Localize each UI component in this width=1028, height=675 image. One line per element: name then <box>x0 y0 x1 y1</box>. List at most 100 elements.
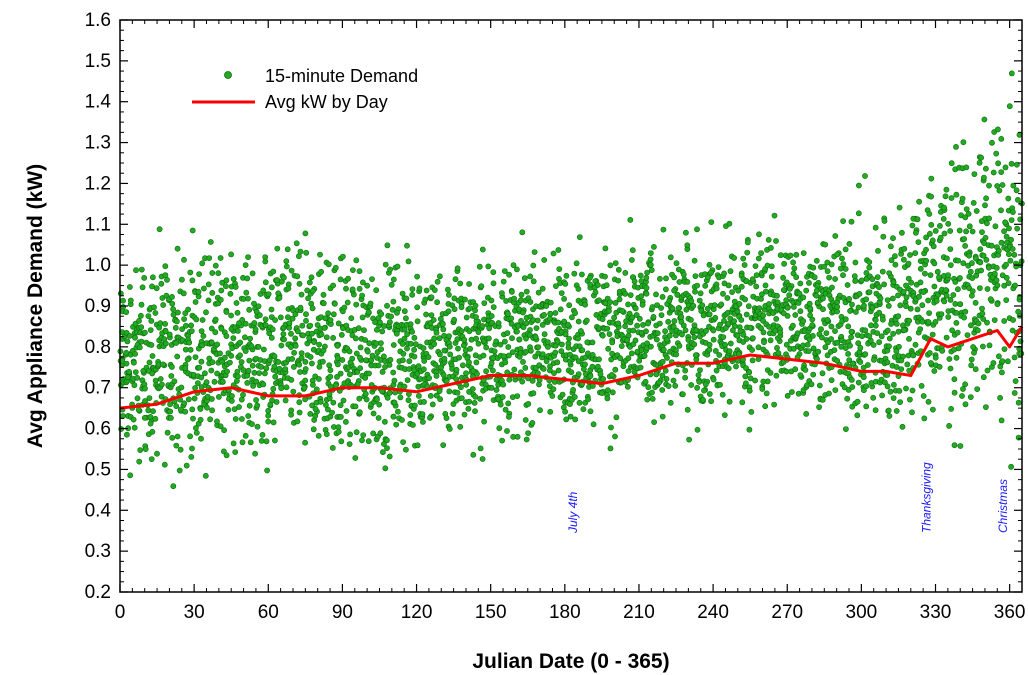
demand-point <box>132 350 138 357</box>
y-tick-label: 1.2 <box>85 173 111 194</box>
demand-point <box>602 245 609 252</box>
demand-point <box>322 315 329 322</box>
demand-point <box>816 382 823 389</box>
demand-point <box>739 399 746 406</box>
demand-point <box>236 404 242 410</box>
demand-point <box>712 347 719 354</box>
demand-point <box>616 296 623 303</box>
demand-point <box>954 329 961 336</box>
demand-point <box>555 247 562 253</box>
demand-point <box>509 335 515 342</box>
demand-point <box>529 377 536 384</box>
demand-point <box>489 367 496 374</box>
demand-point <box>974 386 981 392</box>
demand-point <box>511 366 518 373</box>
demand-point <box>896 343 902 350</box>
demand-point <box>599 390 605 396</box>
demand-point <box>947 296 954 303</box>
demand-point <box>356 285 363 292</box>
demand-point <box>452 276 459 283</box>
demand-point <box>488 384 495 391</box>
demand-point <box>162 263 169 270</box>
demand-point <box>508 288 515 295</box>
demand-point <box>895 313 902 320</box>
demand-point <box>953 143 959 150</box>
demand-point <box>134 395 141 402</box>
demand-point <box>401 308 408 315</box>
demand-point <box>595 282 601 288</box>
demand-point <box>743 336 750 342</box>
demand-point <box>514 433 521 440</box>
demand-point <box>381 418 388 425</box>
demand-point <box>926 350 933 356</box>
demand-point <box>874 274 881 280</box>
demand-point <box>207 416 213 423</box>
demand-point <box>195 288 202 295</box>
demand-point <box>797 280 804 287</box>
y-tick-label: 0.5 <box>85 459 111 480</box>
demand-point <box>421 398 427 405</box>
demand-point <box>360 432 367 438</box>
demand-point <box>943 334 950 341</box>
demand-point <box>622 290 629 297</box>
demand-point <box>242 348 249 354</box>
demand-point <box>527 273 534 280</box>
demand-point <box>953 191 960 198</box>
demand-point <box>999 358 1006 365</box>
demand-point <box>366 340 373 347</box>
demand-point <box>347 431 353 438</box>
demand-point <box>659 358 666 365</box>
demand-point <box>370 430 377 437</box>
demand-point <box>950 292 957 298</box>
demand-point <box>364 282 371 289</box>
demand-point <box>254 423 261 430</box>
demand-point <box>330 334 336 341</box>
demand-point <box>363 357 369 364</box>
demand-point <box>141 274 148 281</box>
demand-point <box>245 367 252 374</box>
demand-point <box>625 355 632 362</box>
y-tick-label: 0.3 <box>85 541 111 562</box>
demand-point <box>540 365 547 372</box>
demand-point <box>352 335 359 342</box>
demand-point <box>719 391 726 398</box>
demand-point <box>678 314 685 320</box>
demand-point <box>696 378 703 385</box>
demand-point <box>505 310 511 317</box>
demand-point <box>401 335 408 342</box>
demand-point <box>264 467 270 474</box>
demand-point <box>884 359 891 366</box>
demand-point <box>458 304 465 311</box>
demand-point <box>188 322 194 329</box>
demand-point <box>899 229 905 236</box>
demand-point <box>299 322 306 329</box>
demand-point <box>967 268 974 275</box>
demand-point <box>463 370 469 377</box>
demand-point <box>399 417 405 423</box>
demand-point <box>822 241 829 248</box>
demand-point <box>152 310 159 316</box>
demand-point <box>964 332 971 338</box>
demand-point <box>502 406 509 413</box>
demand-point <box>840 261 847 267</box>
demand-point <box>615 320 622 327</box>
demand-point <box>784 312 791 319</box>
demand-point <box>699 302 706 309</box>
demand-point <box>376 401 383 408</box>
demand-point <box>876 339 882 346</box>
demand-point <box>249 270 256 277</box>
demand-point <box>759 386 766 392</box>
demand-point <box>120 413 126 419</box>
demand-point <box>271 363 278 370</box>
demand-point <box>592 289 599 296</box>
demand-point <box>543 358 550 365</box>
demand-point <box>1007 257 1014 264</box>
demand-point <box>379 328 386 335</box>
axis-ticks: 0 30 60 90 120 150 180 210 240 270 300 330 3600.20.3… <box>85 10 1026 623</box>
demand-point <box>970 199 977 206</box>
demand-point <box>146 359 153 366</box>
demand-point <box>966 223 973 230</box>
demand-point <box>920 393 927 399</box>
demand-point <box>1012 282 1018 289</box>
demand-point <box>703 327 709 334</box>
